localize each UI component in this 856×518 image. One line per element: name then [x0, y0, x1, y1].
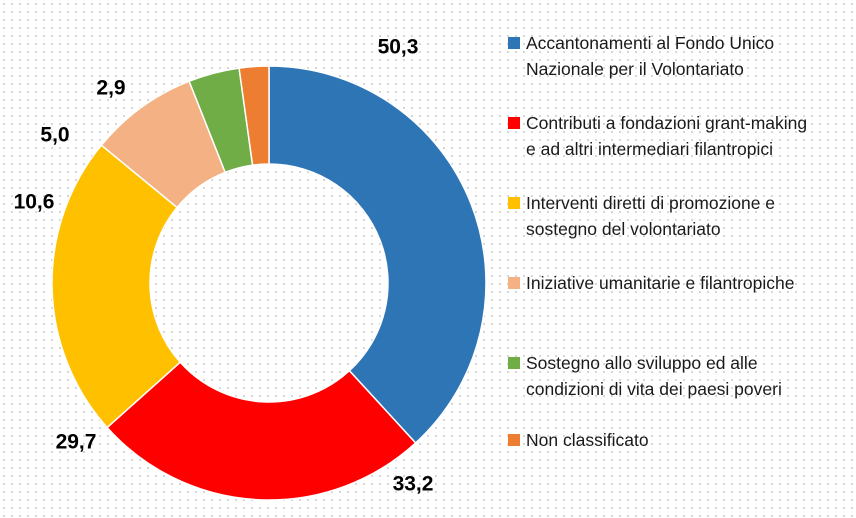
data-label-6: 2,9: [96, 77, 125, 100]
donut-slice-2: [106, 361, 417, 501]
legend-swatch-6: [508, 434, 520, 446]
legend-swatch-5: [508, 357, 520, 369]
legend-swatch-2: [508, 117, 520, 129]
data-label-5: 5,0: [40, 124, 69, 147]
data-label-1: 50,3: [378, 36, 419, 59]
legend-swatch-3: [508, 197, 520, 209]
legend-label-4: Iniziative umanitarie e filantropiche: [526, 273, 795, 293]
legend-label-2: Contributi a fondazioni grant-making e ad…: [526, 113, 808, 159]
donut-slice-1: [268, 65, 487, 445]
donut-slice-3: [51, 144, 182, 429]
legend-label-5: Sostegno allo sviluppo ed alle condizioni…: [526, 353, 782, 399]
donut-slice-6: [238, 65, 270, 166]
data-label-2: 33,2: [393, 473, 434, 496]
legend-swatch-4: [508, 277, 520, 289]
data-label-3: 29,7: [56, 431, 97, 454]
data-label-4: 10,6: [14, 191, 55, 214]
legend-label-1: Accantonamenti al Fondo Unico Nazionale p…: [526, 33, 775, 79]
legend-swatch-1: [508, 37, 520, 49]
legend-label-6: Non classificato: [526, 430, 649, 450]
legend-label-3: Interventi diretti di promozione e sosteg…: [526, 193, 776, 239]
